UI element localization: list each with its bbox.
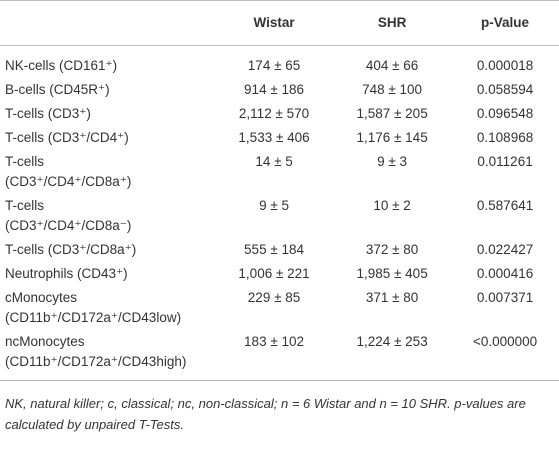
table-body: NK-cells (CD161⁺) 174 ± 65 404 ± 66 0.00001… bbox=[0, 46, 559, 381]
row-label: Neutrophils (CD43⁺) bbox=[5, 266, 128, 281]
cell: 1,985 ± 405 bbox=[356, 266, 428, 281]
cell: 0.011261 bbox=[477, 154, 533, 169]
row-label: T-cells (CD3⁺/CD4⁺/CD8a⁺) bbox=[5, 154, 132, 189]
cell: 9 ± 3 bbox=[377, 154, 408, 169]
cell: 10 ± 2 bbox=[373, 198, 411, 213]
table-row: T-cells (CD3⁺/CD4⁺/CD8a⁻) 9 ± 5 10 ± 2 0.58… bbox=[0, 194, 559, 238]
cell: 0.108968 bbox=[476, 130, 534, 145]
header-cell: p-Value bbox=[451, 0, 559, 46]
cell: 0.587641 bbox=[476, 198, 534, 213]
cell: 371 ± 80 bbox=[365, 290, 419, 305]
cell: 404 ± 66 bbox=[365, 58, 419, 73]
cell: 0.000018 bbox=[476, 58, 534, 73]
cell: 1,587 ± 205 bbox=[356, 106, 428, 121]
row-label: T-cells (CD3⁺/CD8a⁺) bbox=[5, 242, 137, 257]
cell: 1,533 ± 406 bbox=[238, 130, 310, 145]
table-row: B-cells (CD45R⁺) 914 ± 186 748 ± 100 0.0585… bbox=[0, 78, 559, 102]
cell: 2,112 ± 570 bbox=[238, 106, 310, 121]
cell: 174 ± 65 bbox=[247, 58, 301, 73]
cell: 372 ± 80 bbox=[365, 242, 419, 257]
table-row: Neutrophils (CD43⁺) 1,006 ± 221 1,985 ± 40… bbox=[0, 262, 559, 286]
header-cell: SHR bbox=[333, 0, 452, 46]
cell: 1,176 ± 145 bbox=[356, 130, 428, 145]
row-label: B-cells (CD45R⁺) bbox=[5, 82, 110, 97]
cell: 0.022427 bbox=[476, 242, 534, 257]
header-cell: Wistar bbox=[215, 0, 334, 46]
row-label: NK-cells (CD161⁺) bbox=[5, 58, 118, 73]
cell: 914 ± 186 bbox=[244, 82, 305, 97]
footnote: NK, natural killer; c, classical; nc, no… bbox=[5, 396, 526, 432]
cell: 555 ± 184 bbox=[244, 242, 305, 257]
cell: 229 ± 85 bbox=[247, 290, 301, 305]
table-row: T-cells (CD3⁺/CD4⁺/CD8a⁺) 14 ± 5 9 ± 3 0.01… bbox=[0, 150, 559, 194]
header-cell bbox=[0, 0, 215, 46]
cell: 0.058594 bbox=[476, 82, 534, 97]
cell: 0.096548 bbox=[476, 106, 534, 121]
row-label: T-cells (CD3⁺/CD4⁺/CD8a⁻) bbox=[5, 198, 132, 233]
table-row: ncMonocytes (CD11b⁺/CD172a⁺/CD43high) 183… bbox=[0, 330, 559, 381]
cell: 748 ± 100 bbox=[362, 82, 423, 97]
cell: <0.000000 bbox=[451, 330, 559, 381]
row-label: T-cells (CD3⁺) bbox=[5, 106, 91, 121]
cell: 1,006 ± 221 bbox=[238, 266, 310, 281]
row-label: cMonocytes (CD11b⁺/CD172a⁺/CD43low) bbox=[5, 290, 182, 325]
table-row: cMonocytes (CD11b⁺/CD172a⁺/CD43low) 229 ±… bbox=[0, 286, 559, 330]
row-label: T-cells (CD3⁺/CD4⁺) bbox=[5, 130, 129, 145]
table-row: T-cells (CD3⁺/CD4⁺) 1,533 ± 406 1,176 ± 14… bbox=[0, 126, 559, 150]
data-table: Wistar SHR p-Value NK-cells (CD161⁺) 174 ± … bbox=[0, 0, 559, 381]
cell: 14 ± 5 bbox=[255, 154, 293, 169]
cell: 183 ± 102 bbox=[215, 330, 334, 381]
row-label: ncMonocytes (CD11b⁺/CD172a⁺/CD43high) bbox=[0, 330, 215, 381]
table-row: T-cells (CD3⁺) 2,112 ± 570 1,587 ± 205 0.09… bbox=[0, 102, 559, 126]
table-row: NK-cells (CD161⁺) 174 ± 65 404 ± 66 0.00001… bbox=[0, 46, 559, 79]
table-row: T-cells (CD3⁺/CD8a⁺) 555 ± 184 372 ± 80 0.0… bbox=[0, 238, 559, 262]
cell: 1,224 ± 253 bbox=[333, 330, 452, 381]
cell: 0.007371 bbox=[476, 290, 534, 305]
header-row: Wistar SHR p-Value bbox=[0, 0, 559, 46]
cell: 9 ± 5 bbox=[259, 198, 289, 213]
cell: 0.000416 bbox=[476, 266, 534, 281]
